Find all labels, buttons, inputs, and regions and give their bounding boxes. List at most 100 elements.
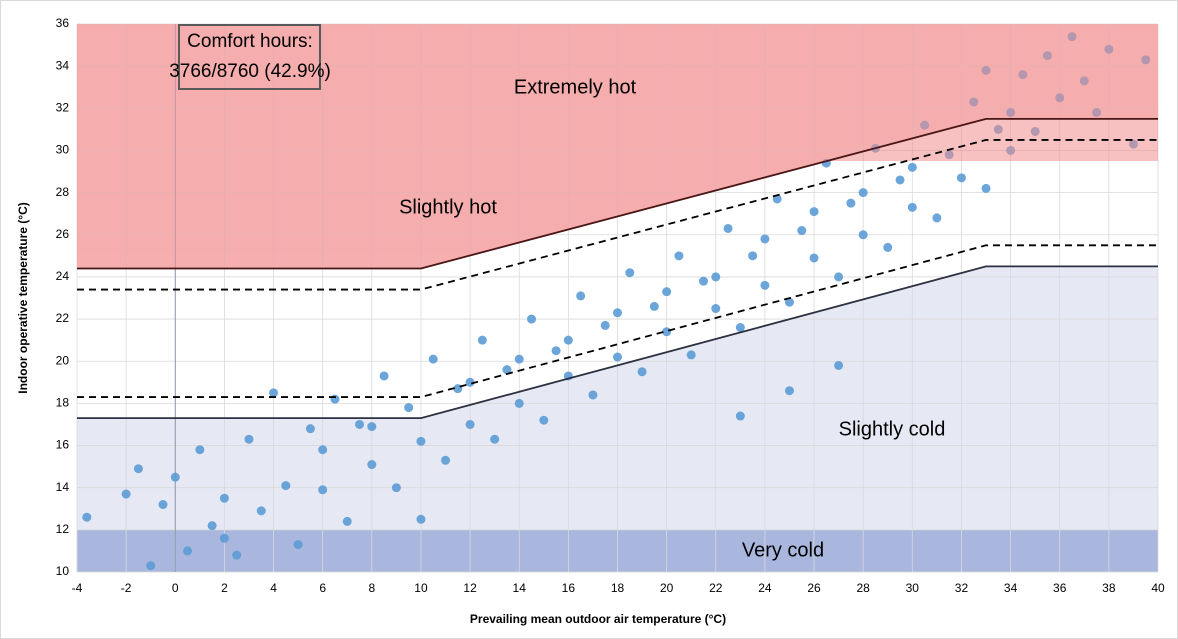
x-tick-label: 20 [660, 581, 674, 595]
data-point [539, 415, 549, 425]
data-point [146, 561, 156, 571]
data-point [588, 390, 598, 400]
data-point [809, 253, 819, 263]
data-point [662, 327, 672, 337]
data-point [784, 386, 794, 396]
x-tick-label: 32 [955, 581, 969, 595]
annotation-box [178, 24, 321, 90]
x-tick-label: 16 [562, 581, 576, 595]
data-point [305, 424, 315, 434]
zone-extremely-hot [77, 24, 1158, 269]
data-point [416, 514, 426, 524]
data-point [367, 422, 377, 432]
data-point [465, 419, 475, 429]
data-point [244, 434, 254, 444]
data-point [133, 464, 143, 474]
data-point [858, 188, 868, 198]
data-point [477, 335, 487, 345]
x-tick-label: 22 [709, 581, 723, 595]
data-point [121, 489, 131, 499]
data-point [502, 365, 512, 375]
data-point [600, 320, 610, 330]
data-point [232, 550, 242, 560]
x-tick-label: -2 [121, 581, 132, 595]
x-tick-label: 40 [1151, 581, 1165, 595]
comfort-line [77, 117, 1158, 270]
data-point [711, 272, 721, 282]
data-point [981, 183, 991, 193]
y-tick-label: 14 [56, 480, 70, 494]
x-tick-label: 0 [172, 581, 179, 595]
x-tick-label: 36 [1053, 581, 1067, 595]
y-tick-label: 20 [56, 353, 70, 367]
data-point [797, 226, 807, 236]
x-tick-label: 30 [906, 581, 920, 595]
data-point [711, 304, 721, 314]
x-tick-label: 38 [1102, 581, 1116, 595]
data-point [342, 516, 352, 526]
zone-label: Extremely hot [514, 76, 637, 98]
y-tick-label: 30 [56, 143, 70, 157]
data-point [576, 291, 586, 301]
data-point [170, 472, 180, 482]
y-tick-label: 36 [56, 16, 70, 30]
data-point [416, 436, 426, 446]
data-point [158, 500, 168, 510]
data-point [330, 394, 340, 404]
data-point [256, 506, 266, 516]
data-point [895, 175, 905, 185]
data-point [858, 230, 868, 240]
data-point [932, 213, 942, 223]
x-tick-label: 10 [414, 581, 428, 595]
y-tick-label: 22 [56, 311, 70, 325]
data-point [834, 272, 844, 282]
comfort-line [77, 265, 1158, 420]
y-tick-label: 12 [56, 522, 70, 536]
data-point [674, 251, 684, 261]
data-point [441, 455, 451, 465]
y-tick-label: 10 [56, 564, 70, 578]
data-point [846, 198, 856, 208]
data-point [465, 377, 475, 387]
y-tick-label: 34 [56, 58, 70, 72]
x-tick-label: 26 [807, 581, 821, 595]
data-point [391, 483, 401, 493]
data-point [735, 411, 745, 421]
y-tick-label: 28 [56, 185, 70, 199]
y-tick-label: 16 [56, 438, 70, 452]
x-tick-label: 28 [857, 581, 871, 595]
data-point [883, 242, 893, 252]
data-point [637, 367, 647, 377]
x-tick-label: 34 [1004, 581, 1018, 595]
data-point [355, 419, 365, 429]
y-tick-label: 26 [56, 227, 70, 241]
zone-label: Very cold [742, 539, 824, 561]
data-point [809, 207, 819, 217]
x-tick-label: -4 [72, 581, 83, 595]
data-point [723, 223, 733, 233]
data-point [379, 371, 389, 381]
data-point [183, 546, 193, 556]
data-point [195, 445, 205, 455]
data-point [82, 512, 92, 522]
y-tick-label: 24 [56, 269, 70, 283]
x-tick-label: 4 [270, 581, 277, 595]
data-point [293, 540, 303, 550]
data-point [318, 485, 328, 495]
data-point [219, 493, 229, 503]
data-point [318, 445, 328, 455]
data-point [514, 398, 524, 408]
data-point [613, 308, 622, 318]
x-tick-label: 6 [319, 581, 326, 595]
y-tick-label: 18 [56, 396, 70, 410]
x-tick-label: 24 [758, 581, 772, 595]
zone-label: Slightly cold [839, 418, 946, 440]
data-point [649, 301, 659, 311]
zone-label: Slightly hot [399, 196, 497, 218]
data-point [269, 388, 279, 398]
data-point [527, 314, 537, 324]
data-point [613, 352, 622, 362]
x-tick-label: 8 [368, 581, 375, 595]
data-point [956, 173, 966, 183]
comfort-line [77, 139, 1158, 291]
